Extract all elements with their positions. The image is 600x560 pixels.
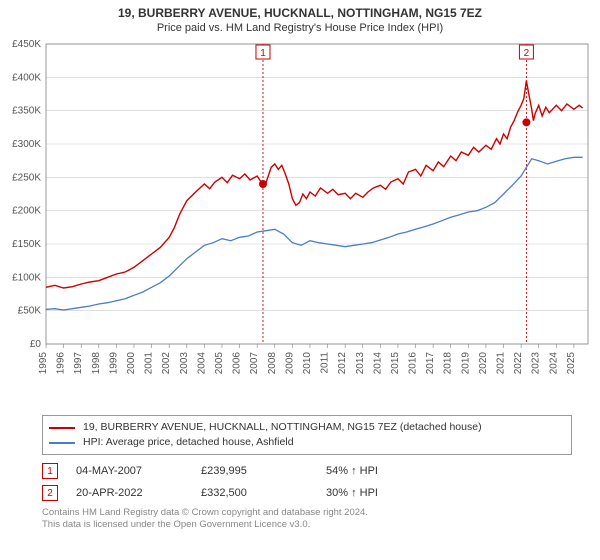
svg-text:2006: 2006: [232, 352, 243, 375]
svg-text:£100K: £100K: [12, 272, 41, 283]
svg-text:£200K: £200K: [12, 206, 41, 217]
svg-text:2001: 2001: [144, 352, 155, 375]
svg-text:2021: 2021: [496, 352, 507, 375]
legend-swatch: [49, 442, 75, 444]
svg-text:2009: 2009: [284, 352, 295, 375]
svg-text:2014: 2014: [372, 352, 383, 375]
svg-text:£50K: £50K: [18, 306, 42, 317]
marker-row: 1 04-MAY-2007 £239,995 54% ↑ HPI: [42, 461, 600, 481]
marker-badge: 2: [42, 485, 58, 501]
svg-text:1996: 1996: [56, 352, 67, 375]
svg-text:2008: 2008: [267, 352, 278, 375]
svg-text:£250K: £250K: [12, 172, 41, 183]
marker-pct: 30% ↑ HPI: [326, 487, 451, 499]
marker-price: £239,995: [201, 465, 326, 477]
footer-line: Contains HM Land Registry data © Crown c…: [42, 507, 600, 519]
legend-swatch: [49, 427, 75, 429]
svg-text:2018: 2018: [443, 352, 454, 375]
up-arrow-icon: ↑: [351, 487, 357, 499]
chart-title-2: Price paid vs. HM Land Registry's House …: [0, 22, 600, 34]
legend: 19, BURBERRY AVENUE, HUCKNALL, NOTTINGHA…: [42, 415, 572, 455]
svg-text:£300K: £300K: [12, 139, 41, 150]
marker-price: £332,500: [201, 487, 326, 499]
svg-text:2007: 2007: [249, 352, 260, 375]
svg-text:£0: £0: [30, 339, 42, 350]
svg-text:2015: 2015: [390, 352, 401, 375]
svg-text:2003: 2003: [179, 352, 190, 375]
marker-pct: 54% ↑ HPI: [326, 465, 451, 477]
chart-area: £0 £50K £100K £150K £200K £250K £300K £350K £400…: [0, 34, 600, 409]
marker-row: 2 20-APR-2022 £332,500 30% ↑ HPI: [42, 483, 600, 503]
svg-text:2: 2: [524, 48, 530, 59]
up-arrow-icon: ↑: [351, 465, 357, 477]
svg-text:1999: 1999: [108, 352, 119, 375]
svg-text:2002: 2002: [161, 352, 172, 375]
svg-text:£400K: £400K: [12, 72, 41, 83]
marker-date: 04-MAY-2007: [76, 465, 201, 477]
footer-line: This data is licensed under the Open Gov…: [42, 519, 600, 531]
svg-text:£350K: £350K: [12, 106, 41, 117]
svg-text:2024: 2024: [548, 352, 559, 375]
svg-text:£450K: £450K: [12, 39, 41, 50]
svg-text:1995: 1995: [38, 352, 49, 375]
svg-text:2010: 2010: [302, 352, 313, 375]
chart-title-1: 19, BURBERRY AVENUE, HUCKNALL, NOTTINGHA…: [0, 6, 600, 20]
svg-text:£150K: £150K: [12, 239, 41, 250]
svg-text:1997: 1997: [73, 352, 84, 375]
svg-text:2013: 2013: [355, 352, 366, 375]
svg-text:1: 1: [260, 48, 266, 59]
svg-text:2016: 2016: [408, 352, 419, 375]
attribution: Contains HM Land Registry data © Crown c…: [42, 507, 600, 531]
legend-item: 19, BURBERRY AVENUE, HUCKNALL, NOTTINGHA…: [49, 420, 565, 435]
svg-text:2017: 2017: [425, 352, 436, 375]
legend-item: HPI: Average price, detached house, Ashf…: [49, 435, 565, 450]
svg-text:2012: 2012: [337, 352, 348, 375]
svg-text:2020: 2020: [478, 352, 489, 375]
svg-text:2019: 2019: [460, 352, 471, 375]
svg-text:2025: 2025: [566, 352, 577, 375]
marker-badge: 1: [42, 463, 58, 479]
svg-text:2005: 2005: [214, 352, 225, 375]
legend-label: HPI: Average price, detached house, Ashf…: [83, 435, 294, 450]
svg-text:2022: 2022: [513, 352, 524, 375]
marker-date: 20-APR-2022: [76, 487, 201, 499]
svg-text:1998: 1998: [91, 352, 102, 375]
svg-text:2000: 2000: [126, 352, 137, 375]
svg-text:2011: 2011: [320, 352, 331, 374]
svg-text:2023: 2023: [531, 352, 542, 375]
svg-text:2004: 2004: [196, 352, 207, 375]
legend-label: 19, BURBERRY AVENUE, HUCKNALL, NOTTINGHA…: [83, 420, 482, 435]
line-chart: £0 £50K £100K £150K £200K £250K £300K £350K £400…: [0, 34, 600, 409]
marker-table: 1 04-MAY-2007 £239,995 54% ↑ HPI 2 20-AP…: [42, 461, 600, 503]
